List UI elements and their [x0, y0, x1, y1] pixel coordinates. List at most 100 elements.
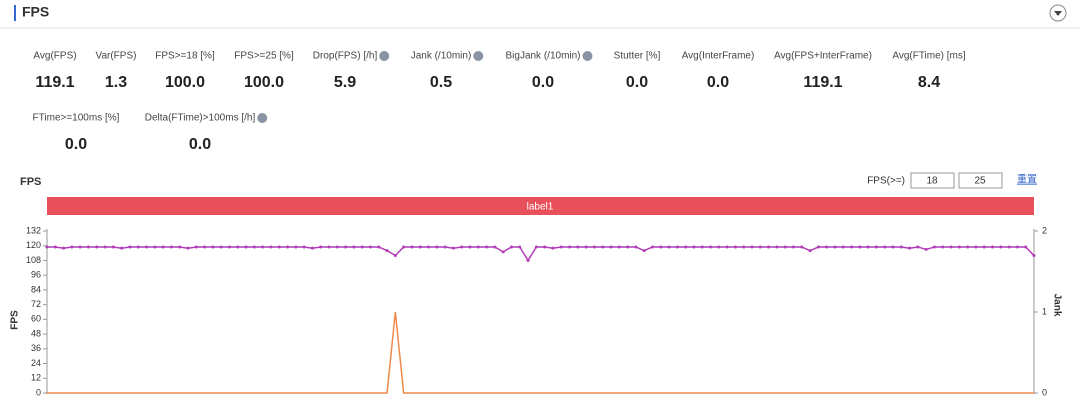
point	[501, 250, 505, 254]
threshold-input[interactable]	[958, 172, 1003, 189]
point	[982, 245, 986, 249]
point	[609, 245, 613, 249]
point	[393, 254, 397, 258]
band-label: label1	[527, 202, 554, 213]
title-accent	[14, 5, 16, 21]
collapse-icon	[1054, 11, 1062, 16]
point	[526, 258, 530, 262]
point	[866, 245, 870, 249]
point	[219, 245, 223, 249]
y2-tick-label: 0	[1042, 387, 1047, 397]
threshold-input[interactable]	[910, 172, 955, 189]
point	[335, 245, 339, 249]
help-icon	[473, 51, 484, 61]
threshold-value: 25	[974, 176, 986, 187]
metric-value: 100.0	[165, 74, 205, 91]
point	[742, 245, 746, 249]
point	[924, 247, 928, 251]
point	[236, 245, 240, 249]
point	[1015, 245, 1019, 249]
point	[584, 245, 588, 249]
point	[169, 245, 173, 249]
point	[443, 245, 447, 249]
metric-label: Avg(FPS+InterFrame)	[774, 51, 872, 62]
point	[476, 245, 480, 249]
point	[750, 245, 754, 249]
y-tick-label: 96	[31, 270, 41, 280]
point	[418, 245, 422, 249]
point	[211, 245, 215, 249]
point	[62, 246, 66, 250]
metric-label: FPS>=18 [%]	[155, 51, 215, 62]
point	[493, 245, 497, 249]
metric-label: Stutter [%]	[614, 51, 661, 62]
y-tick-label: 48	[31, 328, 41, 338]
point	[675, 245, 679, 249]
series-line	[47, 246, 1035, 262]
y-tick-label: 84	[31, 284, 41, 294]
point	[932, 245, 936, 249]
metric-value: 0.0	[707, 74, 729, 91]
point	[850, 245, 854, 249]
point	[86, 245, 90, 249]
point	[999, 245, 1003, 249]
point	[883, 245, 887, 249]
metric-value: 0.0	[189, 136, 211, 153]
point	[286, 245, 290, 249]
metric-value: 5.9	[334, 74, 356, 91]
point	[808, 249, 812, 253]
point	[78, 245, 82, 249]
metric-label: Var(FPS)	[96, 51, 137, 62]
point	[991, 245, 995, 249]
point	[186, 246, 190, 250]
point	[825, 245, 829, 249]
metric-value: 100.0	[244, 74, 284, 91]
point	[642, 249, 646, 253]
point	[385, 249, 389, 253]
point	[145, 245, 149, 249]
metric-label: FPS>=25 [%]	[234, 51, 294, 62]
point	[377, 245, 381, 249]
point	[634, 245, 638, 249]
point	[626, 245, 630, 249]
reset-link[interactable]: 重置	[1017, 173, 1037, 186]
metric-label: Avg(FTime) [ms]	[892, 51, 966, 62]
y-tick-label: 36	[31, 343, 41, 353]
point	[559, 245, 563, 249]
point	[767, 245, 771, 249]
point	[136, 245, 140, 249]
point	[592, 245, 596, 249]
point	[841, 245, 845, 249]
label-band	[47, 197, 1034, 215]
point	[310, 246, 314, 250]
point	[294, 245, 298, 249]
chart-title: FPS	[20, 176, 41, 188]
metric-label: Avg(InterFrame)	[682, 51, 755, 62]
metric-value: 0.0	[532, 74, 554, 91]
point	[568, 245, 572, 249]
y2-axis-label: Jank	[1051, 294, 1062, 317]
point	[120, 246, 124, 250]
y2-tick-label: 1	[1042, 306, 1047, 316]
point	[103, 245, 107, 249]
point	[451, 246, 455, 250]
y-tick-label: 72	[31, 299, 41, 309]
point	[252, 245, 256, 249]
point	[684, 245, 688, 249]
series-line	[47, 311, 1034, 394]
point	[1024, 245, 1028, 249]
metric-label: FTime>=100ms [%]	[33, 113, 120, 124]
point	[352, 245, 356, 249]
point	[957, 245, 961, 249]
point	[949, 245, 953, 249]
point	[468, 245, 472, 249]
point	[95, 245, 99, 249]
point	[45, 245, 49, 249]
metric-value: 0.5	[430, 74, 452, 91]
y-tick-label: 132	[26, 225, 41, 235]
point	[717, 245, 721, 249]
point	[485, 245, 489, 249]
point	[161, 245, 165, 249]
point	[128, 245, 132, 249]
